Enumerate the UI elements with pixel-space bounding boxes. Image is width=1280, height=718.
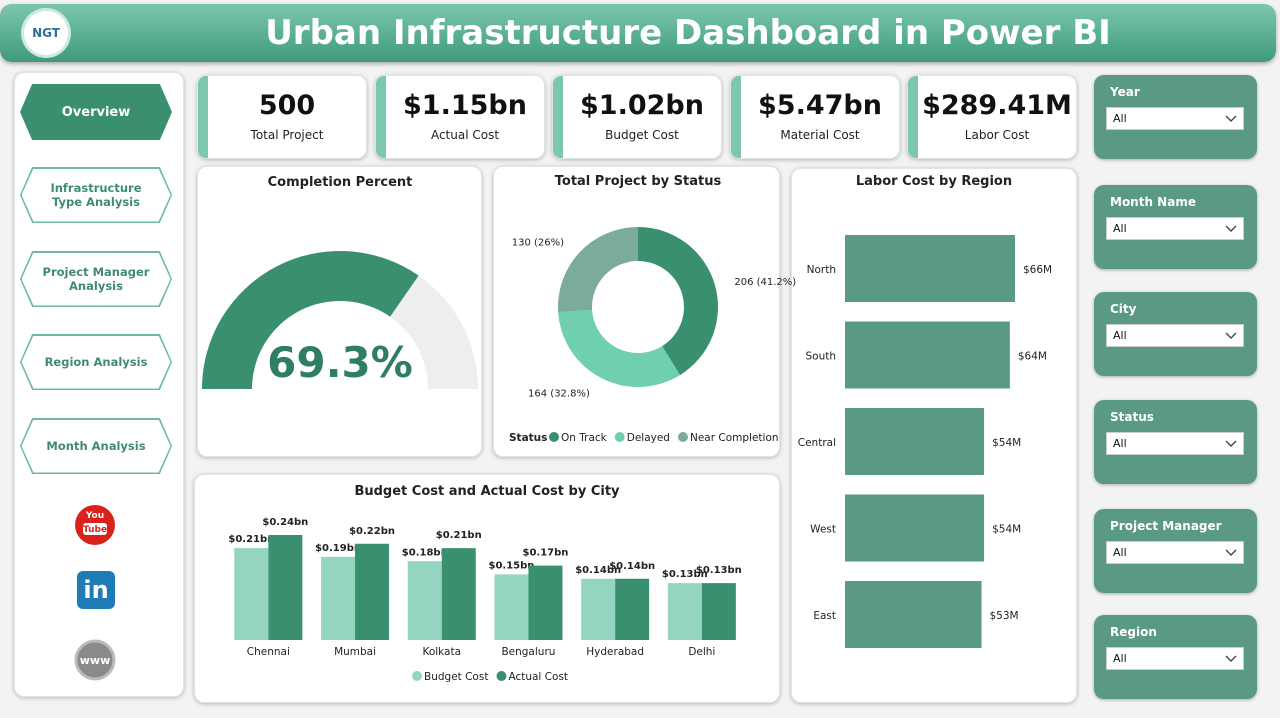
nav-label[interactable]: Region Analysis	[21, 335, 171, 389]
filter-label: Status	[1110, 410, 1154, 424]
logo: NGT	[24, 11, 68, 55]
nav-button[interactable]: Project Manager Analysis	[20, 251, 172, 307]
kpi-value: $1.02bn	[580, 90, 704, 121]
header-bar: NGT Urban Infrastructure Dashboard in Po…	[0, 4, 1276, 62]
filter-card: Region All	[1094, 615, 1257, 699]
filter-dropdown[interactable]: All	[1106, 541, 1244, 564]
nav-label[interactable]: Infrastructure Type Analysis	[21, 168, 171, 222]
filter-dropdown[interactable]: All	[1106, 324, 1244, 347]
kpi-label: Total Project	[250, 128, 324, 142]
kpi-strip	[908, 76, 918, 158]
nav-button[interactable]: Infrastructure Type Analysis	[20, 167, 172, 223]
kpi-label: Actual Cost	[430, 128, 500, 142]
filter-dropdown[interactable]: All	[1106, 217, 1244, 240]
filter-label: Month Name	[1110, 195, 1196, 209]
chevron-line	[1225, 225, 1237, 232]
chevron[interactable]	[1225, 114, 1237, 124]
kpi-card: $1.02bn Budget Cost	[552, 75, 722, 159]
kpi-strip	[553, 76, 563, 158]
nav-label[interactable]: Month Analysis	[21, 419, 171, 473]
kpi-strip	[198, 76, 208, 158]
chevron-line	[1225, 440, 1237, 447]
nav-button[interactable]: Month Analysis	[20, 418, 172, 474]
kpi-label: Labor Cost	[964, 128, 1030, 142]
chevron[interactable]	[1225, 548, 1237, 558]
filter-label: Region	[1110, 625, 1157, 639]
kpi-label: Budget Cost	[605, 128, 679, 142]
kpi-value: $1.15bn	[403, 90, 527, 121]
dashboard-title: Urban Infrastructure Dashboard in Power …	[265, 13, 1111, 53]
filter-value[interactable]: All	[1113, 112, 1127, 125]
column-card	[194, 474, 780, 703]
filter-value[interactable]: All	[1113, 437, 1127, 450]
filter-card: Year All	[1094, 75, 1257, 159]
filter-dropdown[interactable]: All	[1106, 647, 1244, 670]
bar-card	[791, 168, 1077, 703]
nav-button[interactable]: Region Analysis	[20, 334, 172, 390]
chevron[interactable]	[1225, 439, 1237, 449]
nav-label[interactable]: Project Manager Analysis	[21, 252, 171, 306]
kpi-card: 500 Total Project	[197, 75, 367, 159]
filter-value[interactable]: All	[1113, 546, 1127, 559]
chevron-line	[1225, 655, 1237, 662]
kpi-label: Material Cost	[780, 128, 860, 142]
nav-button[interactable]: Overview	[20, 84, 172, 140]
filter-card: Project Manager All	[1094, 509, 1257, 593]
filter-dropdown[interactable]: All	[1106, 432, 1244, 455]
kpi-strip	[376, 76, 386, 158]
kpi-value: $289.41M	[922, 90, 1072, 121]
gauge-card	[197, 166, 482, 457]
kpi-value: 500	[258, 90, 316, 121]
filter-value[interactable]: All	[1113, 329, 1127, 342]
chevron-line	[1225, 549, 1237, 556]
filter-label: Project Manager	[1110, 519, 1222, 533]
filter-value[interactable]: All	[1113, 222, 1127, 235]
chevron[interactable]	[1225, 654, 1237, 664]
filter-label: Year	[1110, 85, 1140, 99]
kpi-card: $1.15bn Actual Cost	[375, 75, 545, 159]
filter-dropdown[interactable]: All	[1106, 107, 1244, 130]
kpi-card: $5.47bn Material Cost	[730, 75, 900, 159]
filter-card: City All	[1094, 292, 1257, 376]
filter-value[interactable]: All	[1113, 652, 1127, 665]
kpi-strip	[731, 76, 741, 158]
filter-label: City	[1110, 302, 1137, 316]
nav-label[interactable]: Overview	[21, 85, 171, 139]
filter-card: Status All	[1094, 400, 1257, 484]
chevron[interactable]	[1225, 224, 1237, 234]
chevron-line	[1225, 332, 1237, 339]
kpi-value: $5.47bn	[758, 90, 882, 121]
chevron[interactable]	[1225, 331, 1237, 341]
filter-card: Month Name All	[1094, 185, 1257, 269]
chevron-line	[1225, 115, 1237, 122]
kpi-card: $289.41M Labor Cost	[907, 75, 1077, 159]
donut-card	[493, 166, 780, 457]
